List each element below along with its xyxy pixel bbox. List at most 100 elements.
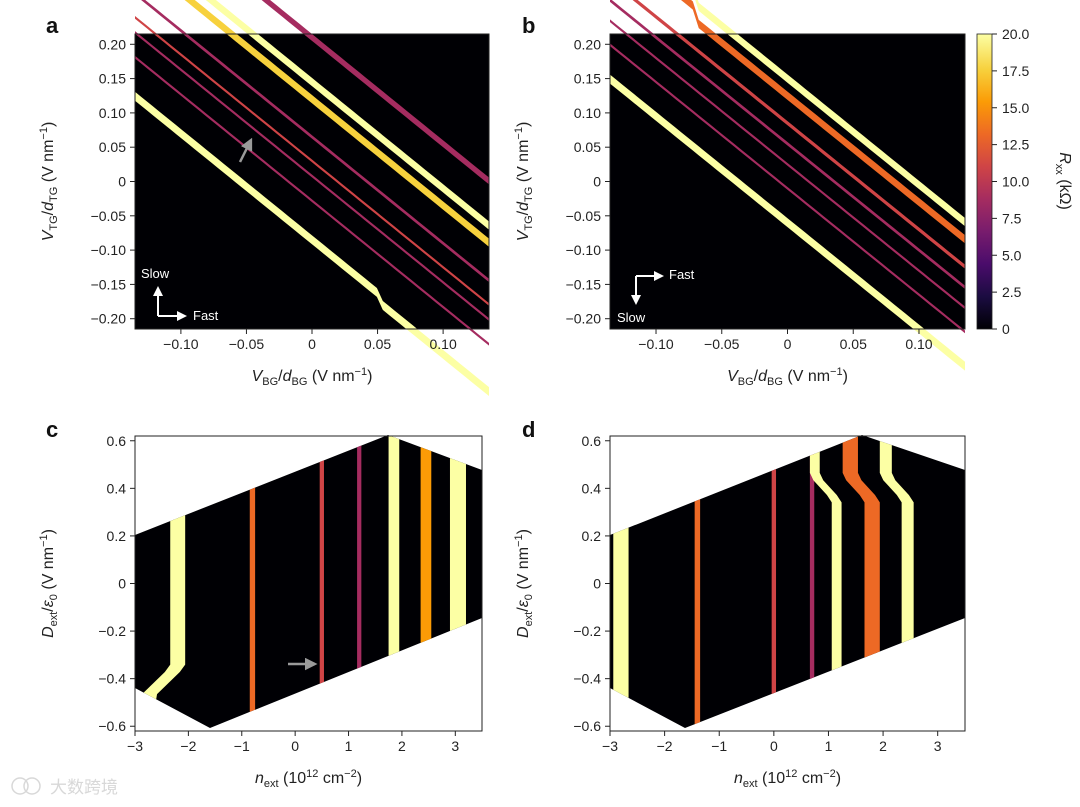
x-tick-label: 1 — [345, 738, 353, 754]
heatmap-band — [680, 0, 965, 244]
panel-letter-b: b — [522, 13, 535, 38]
axis-label-text: next (1012 cm−2) — [734, 768, 841, 790]
y-tick-label: −0.05 — [566, 208, 602, 224]
colorbar-gradient — [976, 33, 993, 330]
panel-b-background — [610, 34, 965, 329]
y-tick-label: 0.05 — [574, 139, 601, 155]
x-tick-label: 0 — [770, 738, 778, 754]
x-tick-label: −1 — [234, 738, 250, 754]
x-tick-label: 2 — [398, 738, 406, 754]
y-tick-label: 0 — [118, 174, 126, 190]
panel-d-heatmap: −3 −2 −1 0 1 2 3 0.6 0.4 0.2 0 −0.2 −0.4 −0.6 — [573, 433, 966, 754]
heatmap-band — [695, 0, 965, 227]
axis-label-text: VTG/dTG (V nm−1) — [38, 122, 60, 242]
colorbar-tick-label: 5.0 — [1002, 247, 1022, 263]
colorbar-tick-label: 10.0 — [1002, 174, 1029, 190]
y-tick-label: −0.4 — [573, 671, 601, 687]
panel-b-heatmap: −0.10 −0.05 0 0.05 0.10 0.20 0.15 0.10 0.05 0 −0.0… — [566, 0, 966, 371]
x-tick-label: 0 — [291, 738, 299, 754]
panel-a-x-axis-label: VBG/dBG (V nm−1) — [252, 366, 373, 388]
x-tick-label: 0.05 — [364, 336, 391, 352]
panel-b-slow-label: Slow — [617, 310, 646, 325]
heatmap-band — [613, 436, 629, 728]
panel-a-feature-arrow — [238, 137, 253, 163]
y-tick-label: 0.05 — [99, 139, 126, 155]
x-tick-label: 0.05 — [840, 336, 867, 352]
panel-a-heatmap: −0.10 −0.05 0 0.05 0.10 0.20 0.15 0.10 0.05 0 −0.0… — [91, 0, 490, 397]
heatmap-band — [449, 436, 466, 728]
panel-c-y-axis-label: Dext/ε0 (V nm−1) — [38, 529, 60, 638]
y-tick-label: 0.20 — [574, 36, 601, 52]
y-tick-label: −0.20 — [91, 311, 127, 327]
x-tick-label: −2 — [657, 738, 673, 754]
watermark-text: 大数跨境 — [50, 778, 118, 798]
y-tick-label: −0.15 — [91, 276, 127, 292]
panel-b-x-axis-label: VBG/dBG (V nm−1) — [727, 366, 848, 388]
panel-d-x-axis-label: next (1012 cm−2) — [734, 768, 841, 790]
heatmap-band — [135, 15, 489, 306]
heatmap-band — [632, 0, 965, 269]
y-tick-label: 0.15 — [574, 71, 601, 87]
y-tick-label: 0.4 — [107, 480, 127, 496]
colorbar-tick-label: 0 — [1002, 321, 1010, 337]
heatmap-band — [141, 0, 489, 283]
x-tick-label: 1 — [825, 738, 833, 754]
y-tick-label: −0.4 — [98, 671, 126, 687]
colorbar-label-text: Rxx (kΩ) — [1053, 152, 1073, 210]
x-tick-label: 3 — [934, 738, 942, 754]
y-tick-label: 0.2 — [582, 528, 602, 544]
panel-letter-d: d — [522, 417, 535, 442]
colorbar-tick-label: 15.0 — [1002, 100, 1029, 116]
y-tick-label: −0.6 — [573, 718, 601, 734]
x-tick-label: 0.10 — [429, 336, 456, 352]
panel-d-background — [610, 435, 965, 728]
panel-a-y-axis-label: VTG/dTG (V nm−1) — [38, 122, 60, 242]
heatmap-band — [610, 43, 965, 334]
heatmap-band — [319, 436, 324, 728]
x-tick-label: −0.05 — [704, 336, 740, 352]
heatmap-band — [610, 19, 965, 310]
y-tick-label: 0.10 — [574, 105, 601, 121]
heatmap-band — [135, 91, 489, 397]
axis-label-text: Dext/ε0 (V nm−1) — [513, 529, 535, 638]
x-tick-label: −3 — [127, 738, 143, 754]
heatmap-band — [771, 436, 777, 728]
y-tick-label: 0 — [118, 576, 126, 592]
colorbar-tick-label: 17.5 — [1002, 63, 1029, 79]
x-tick-label: −2 — [180, 738, 196, 754]
panel-b-fast-label: Fast — [669, 267, 695, 282]
panel-c-x-axis-label: next (1012 cm−2) — [255, 768, 362, 790]
colorbar: 20.0 17.5 15.0 12.5 10.0 7.5 5.0 2.5 0 Rxx (kΩ) — [976, 26, 1073, 337]
axis-label-text: next (1012 cm−2) — [255, 768, 362, 790]
y-tick-label: 0.4 — [582, 480, 602, 496]
panel-letter-a: a — [46, 13, 59, 38]
heatmap-band — [610, 0, 965, 290]
y-tick-label: 0.20 — [99, 36, 126, 52]
y-tick-label: 0 — [593, 174, 601, 190]
x-tick-label: 0 — [784, 336, 792, 352]
x-tick-label: −0.10 — [163, 336, 199, 352]
y-tick-label: −0.2 — [573, 623, 601, 639]
y-tick-label: −0.10 — [566, 242, 602, 258]
panel-c-background — [135, 435, 482, 728]
axis-label-text: VTG/dTG (V nm−1) — [513, 122, 535, 242]
y-tick-label: 0.2 — [107, 528, 127, 544]
x-tick-label: 0 — [308, 336, 316, 352]
colorbar-tick-label: 20.0 — [1002, 26, 1029, 42]
x-tick-label: −1 — [711, 738, 727, 754]
axis-label-text: VBG/dBG (V nm−1) — [727, 366, 848, 388]
y-tick-label: 0.6 — [582, 433, 602, 449]
y-tick-label: −0.6 — [98, 718, 126, 734]
y-tick-label: −0.2 — [98, 623, 126, 639]
panel-c-heatmap: −3 −2 −1 0 1 2 3 0.6 0.4 0.2 0 −0.2 −0.4 −0.6 — [98, 433, 483, 754]
panel-letter-c: c — [46, 417, 58, 442]
colorbar-label: Rxx (kΩ) — [1053, 152, 1073, 210]
colorbar-tick-label: 7.5 — [1002, 210, 1022, 226]
heatmap-band — [694, 436, 701, 728]
y-tick-label: 0.6 — [107, 433, 127, 449]
heatmap-band — [184, 0, 489, 247]
watermark-logo-icon-2 — [23, 777, 41, 795]
y-tick-label: −0.15 — [566, 276, 602, 292]
panel-d-y-axis-label: Dext/ε0 (V nm−1) — [513, 529, 535, 638]
x-tick-label: −0.10 — [638, 336, 674, 352]
